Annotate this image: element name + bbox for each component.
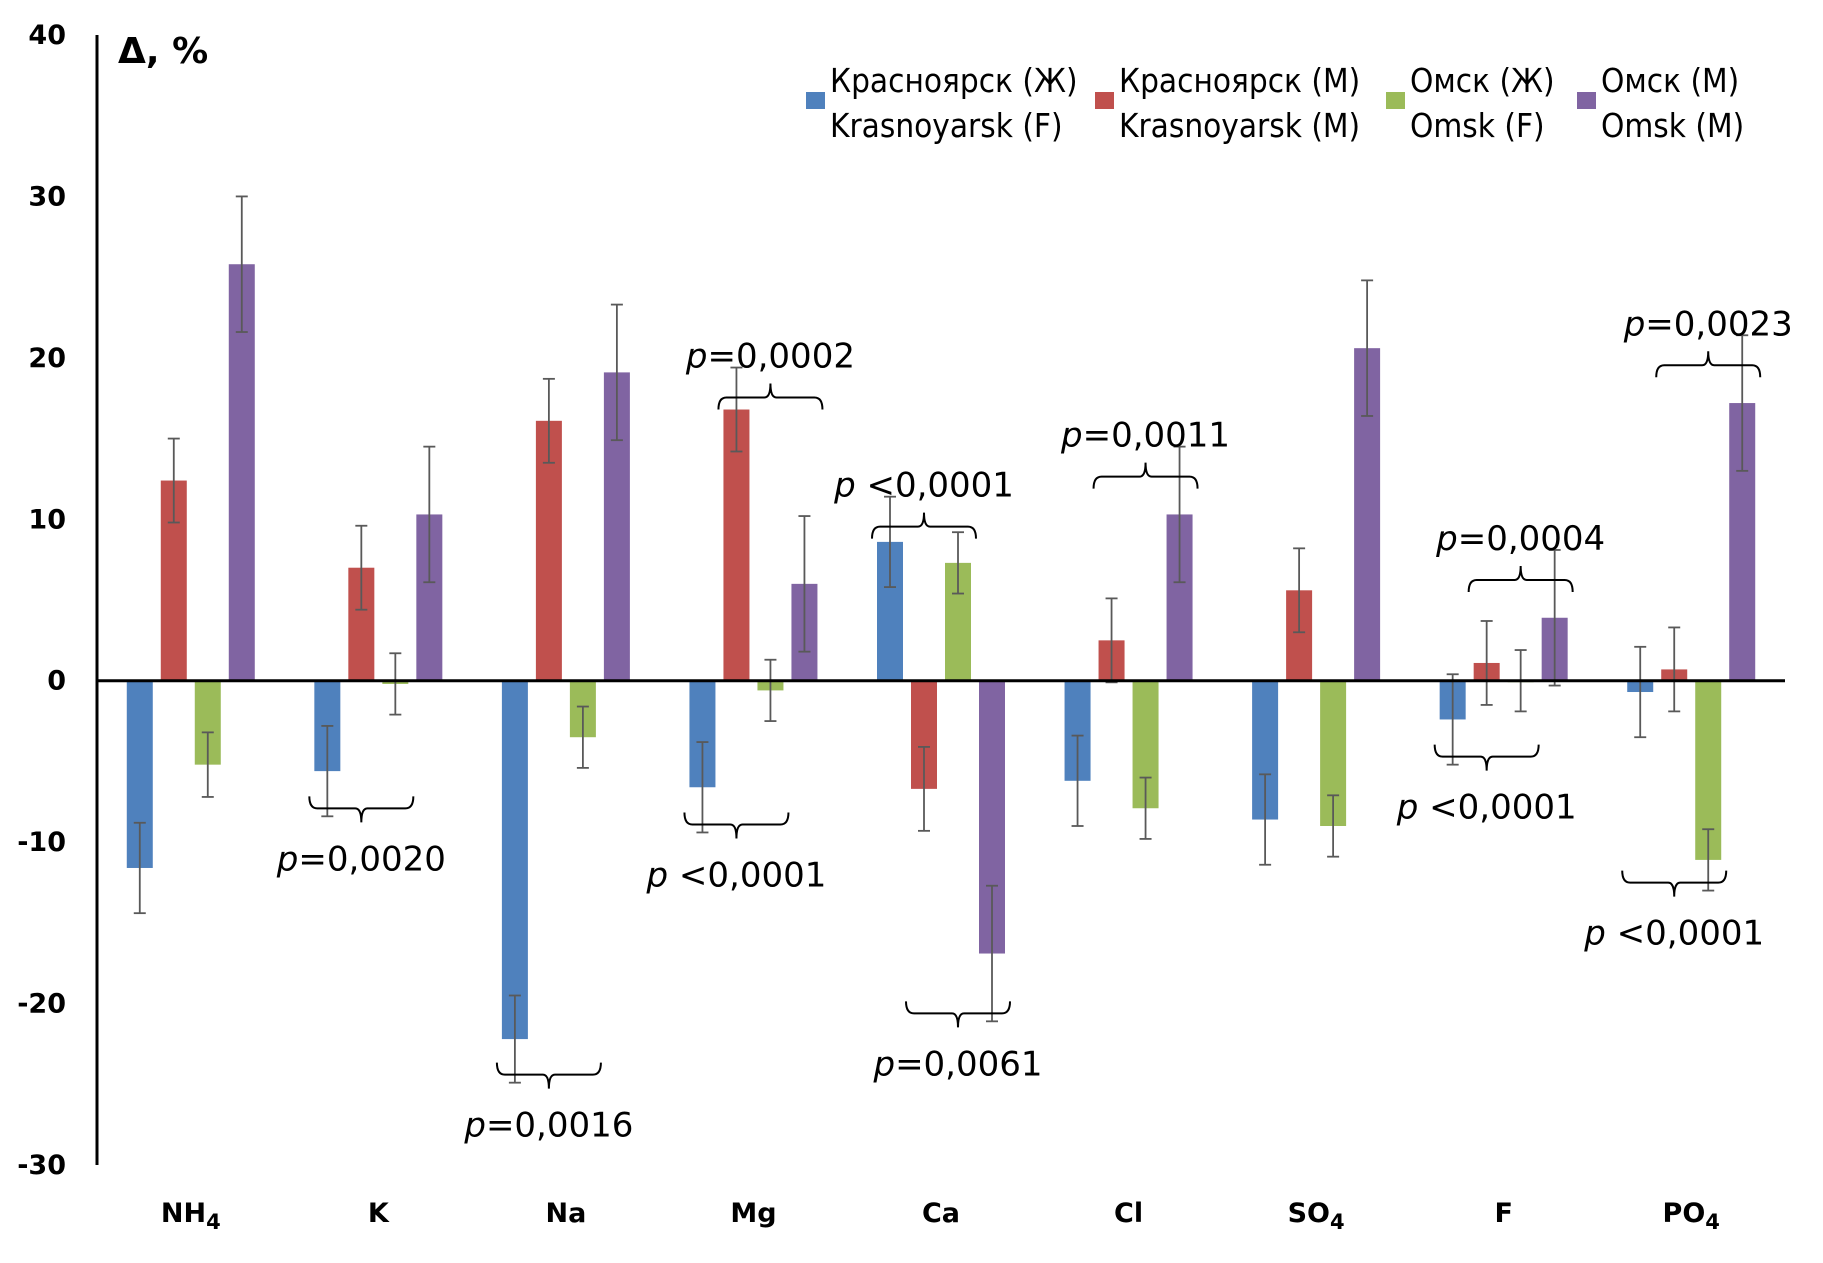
y-tick-label: -20 (17, 989, 66, 1020)
p-value-label: p=0,0002 (685, 337, 855, 377)
x-tick-label: K (368, 1198, 390, 1229)
bracket (1655, 351, 1762, 378)
y-tick-label: -10 (17, 827, 66, 858)
bracket (1621, 870, 1728, 897)
p-value-label: p=0,0061 (872, 1044, 1042, 1084)
legend-item: Омск (Ж) Omsk (F) (1386, 61, 1555, 145)
bar (535, 420, 562, 681)
x-axis-labels: NH4 K Na Mg Ca Cl SO4 F PO4 (161, 1198, 1720, 1234)
x-tick-label: NH4 (161, 1198, 221, 1234)
p-value-annotations: p=0,0020 p=0,0016 p=0,0002 p <0,0001 p <0,00… (276, 304, 1793, 1145)
legend-item: Красноярск (Ж) Krasnoyarsk (F) (806, 61, 1078, 145)
x-tick-label: Ca (922, 1198, 960, 1229)
x-tick-label: F (1494, 1198, 1512, 1229)
legend-label-en: Omsk (F) (1410, 106, 1545, 145)
p-value-label: p=0,0004 (1435, 519, 1605, 559)
legend-swatch (1386, 92, 1405, 109)
y-tick-label: 40 (28, 20, 66, 51)
bracket (683, 812, 790, 839)
p-value-label: p <0,0001 (1396, 788, 1577, 828)
legend-label-ru: Красноярск (Ж) (830, 61, 1078, 100)
y-tick-label: 10 (28, 504, 66, 535)
legend-label-ru: Красноярск (М) (1119, 61, 1360, 100)
bracket (495, 1062, 602, 1089)
bracket (1092, 462, 1199, 489)
bracket (308, 796, 415, 823)
legend-item: Красноярск (М) Krasnoyarsk (M) (1095, 61, 1360, 145)
legend-label-en: Krasnoyarsk (F) (830, 106, 1063, 145)
legend: Красноярск (Ж)Krasnoyarsk (F)Красноярск … (806, 61, 1744, 145)
bracket (1467, 565, 1574, 592)
p-value-label: p=0,0016 (463, 1106, 633, 1146)
bar (723, 409, 750, 681)
x-tick-label: Mg (730, 1198, 776, 1229)
legend-label-ru: Омск (М) (1601, 61, 1739, 100)
legend-item: Омск (М) Omsk (M) (1577, 61, 1744, 145)
x-tick-label: Na (545, 1198, 586, 1229)
legend-swatch (1095, 92, 1114, 109)
bars (126, 264, 1756, 1040)
y-tick-label: 30 (28, 181, 66, 212)
bracket (717, 383, 824, 410)
error-bars (133, 195, 1749, 1084)
y-axis-label: Δ, % (118, 31, 208, 72)
x-tick-label: SO4 (1288, 1198, 1345, 1234)
legend-swatch (806, 92, 825, 109)
bracket (905, 1001, 1011, 1028)
bracket (871, 512, 977, 539)
x-tick-label: PO4 (1663, 1198, 1720, 1234)
p-value-label: p <0,0001 (646, 855, 827, 895)
bar (228, 264, 255, 681)
bar (501, 680, 528, 1040)
p-value-label: p=0,0011 (1060, 416, 1230, 456)
p-value-label: p=0,0020 (276, 839, 446, 879)
y-tick-label: -30 (17, 1150, 66, 1181)
y-axis-ticks: 40 30 20 10 0 -10 -20 -30 (17, 20, 66, 1181)
bracket (1433, 744, 1540, 771)
legend-label-ru: Омск (Ж) (1410, 61, 1555, 100)
axes (95, 35, 1785, 1165)
x-tick-label: Cl (1114, 1198, 1143, 1229)
y-tick-label: 0 (47, 666, 66, 697)
legend-label-en: Krasnoyarsk (M) (1119, 106, 1360, 145)
legend-label-en: Omsk (M) (1601, 106, 1744, 145)
p-value-label: p <0,0001 (1583, 914, 1764, 954)
legend-swatch (1577, 92, 1596, 109)
p-value-label: p <0,0001 (833, 466, 1014, 506)
y-tick-label: 20 (28, 343, 66, 374)
p-value-label: p=0,0023 (1623, 304, 1793, 344)
